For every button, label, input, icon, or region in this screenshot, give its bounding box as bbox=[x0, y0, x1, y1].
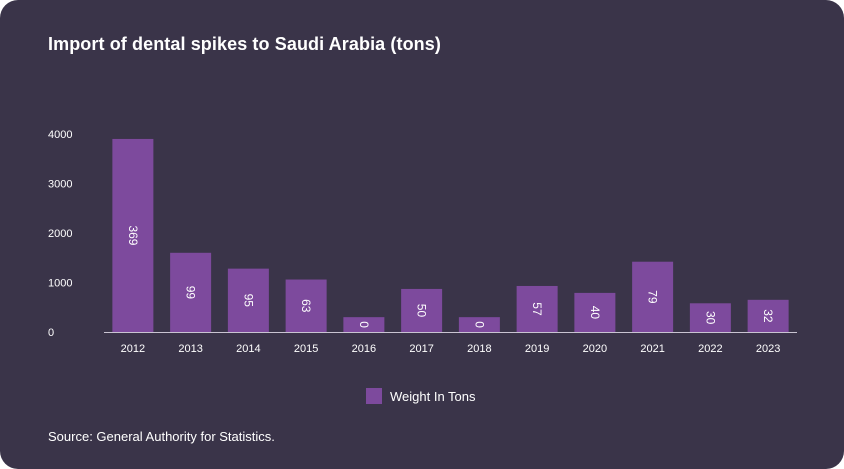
bar-2018 bbox=[458, 317, 500, 332]
data-label-2018: 0 bbox=[472, 321, 486, 328]
data-label-2022: 30 bbox=[703, 311, 717, 325]
bar-2015 bbox=[285, 279, 327, 332]
bar-2023 bbox=[747, 299, 789, 332]
y-tick-label: 3000 bbox=[48, 179, 72, 191]
data-label-2013: 99 bbox=[184, 286, 198, 300]
x-tick-label-2022: 2022 bbox=[698, 343, 722, 355]
data-label-2023: 32 bbox=[761, 309, 775, 323]
bar-2013 bbox=[170, 252, 212, 332]
x-tick-label-2017: 2017 bbox=[409, 343, 433, 355]
bar-2017 bbox=[401, 288, 443, 332]
x-tick-label-2014: 2014 bbox=[236, 343, 260, 355]
bar-2020 bbox=[574, 292, 616, 332]
x-axis: 2012 2013 2014 2015 2016 2017 2018 2019 2020 2021… bbox=[121, 343, 781, 355]
data-label-2017: 50 bbox=[415, 304, 429, 318]
data-label-2014: 95 bbox=[241, 294, 255, 308]
bar-2012 bbox=[112, 138, 154, 332]
x-tick-label-2018: 2018 bbox=[467, 343, 491, 355]
x-tick-label-2013: 2013 bbox=[178, 343, 202, 355]
bar-2014 bbox=[227, 268, 269, 332]
data-label-2020: 40 bbox=[588, 306, 602, 320]
bar-2021 bbox=[632, 261, 674, 332]
legend-label: Weight In Tons bbox=[390, 388, 476, 404]
bar-2022 bbox=[689, 303, 731, 332]
y-tick-label: 4000 bbox=[48, 129, 72, 141]
bar-2016 bbox=[343, 317, 385, 332]
data-label-2012: 369 bbox=[126, 225, 140, 245]
source-note: Source: General Authority for Statistics… bbox=[48, 429, 275, 444]
y-tick-label: 0 bbox=[48, 327, 54, 339]
legend-swatch bbox=[366, 388, 382, 404]
data-label-2015: 63 bbox=[299, 299, 313, 313]
x-tick-label-2021: 2021 bbox=[640, 343, 664, 355]
data-label-2021: 79 bbox=[646, 290, 660, 304]
y-tick-label: 1000 bbox=[48, 278, 72, 290]
x-tick-label-2020: 2020 bbox=[583, 343, 607, 355]
x-tick-label-2012: 2012 bbox=[121, 343, 145, 355]
y-axis: 0 1000 2000 3000 4000 bbox=[48, 129, 72, 339]
bar-2019 bbox=[516, 285, 558, 332]
legend: Weight In Tons bbox=[366, 388, 476, 404]
x-tick-label-2019: 2019 bbox=[525, 343, 549, 355]
chart-title: Import of dental spikes to Saudi Arabia … bbox=[48, 34, 441, 54]
data-label-2016: 0 bbox=[357, 321, 371, 328]
data-label-2019: 57 bbox=[530, 302, 544, 316]
x-tick-label-2015: 2015 bbox=[294, 343, 318, 355]
bars: 369 99 95 63 0 50 0 57 40 79 30 32 bbox=[112, 138, 789, 332]
x-tick-label-2016: 2016 bbox=[352, 343, 376, 355]
y-tick-label: 2000 bbox=[48, 228, 72, 240]
x-tick-label-2023: 2023 bbox=[756, 343, 780, 355]
